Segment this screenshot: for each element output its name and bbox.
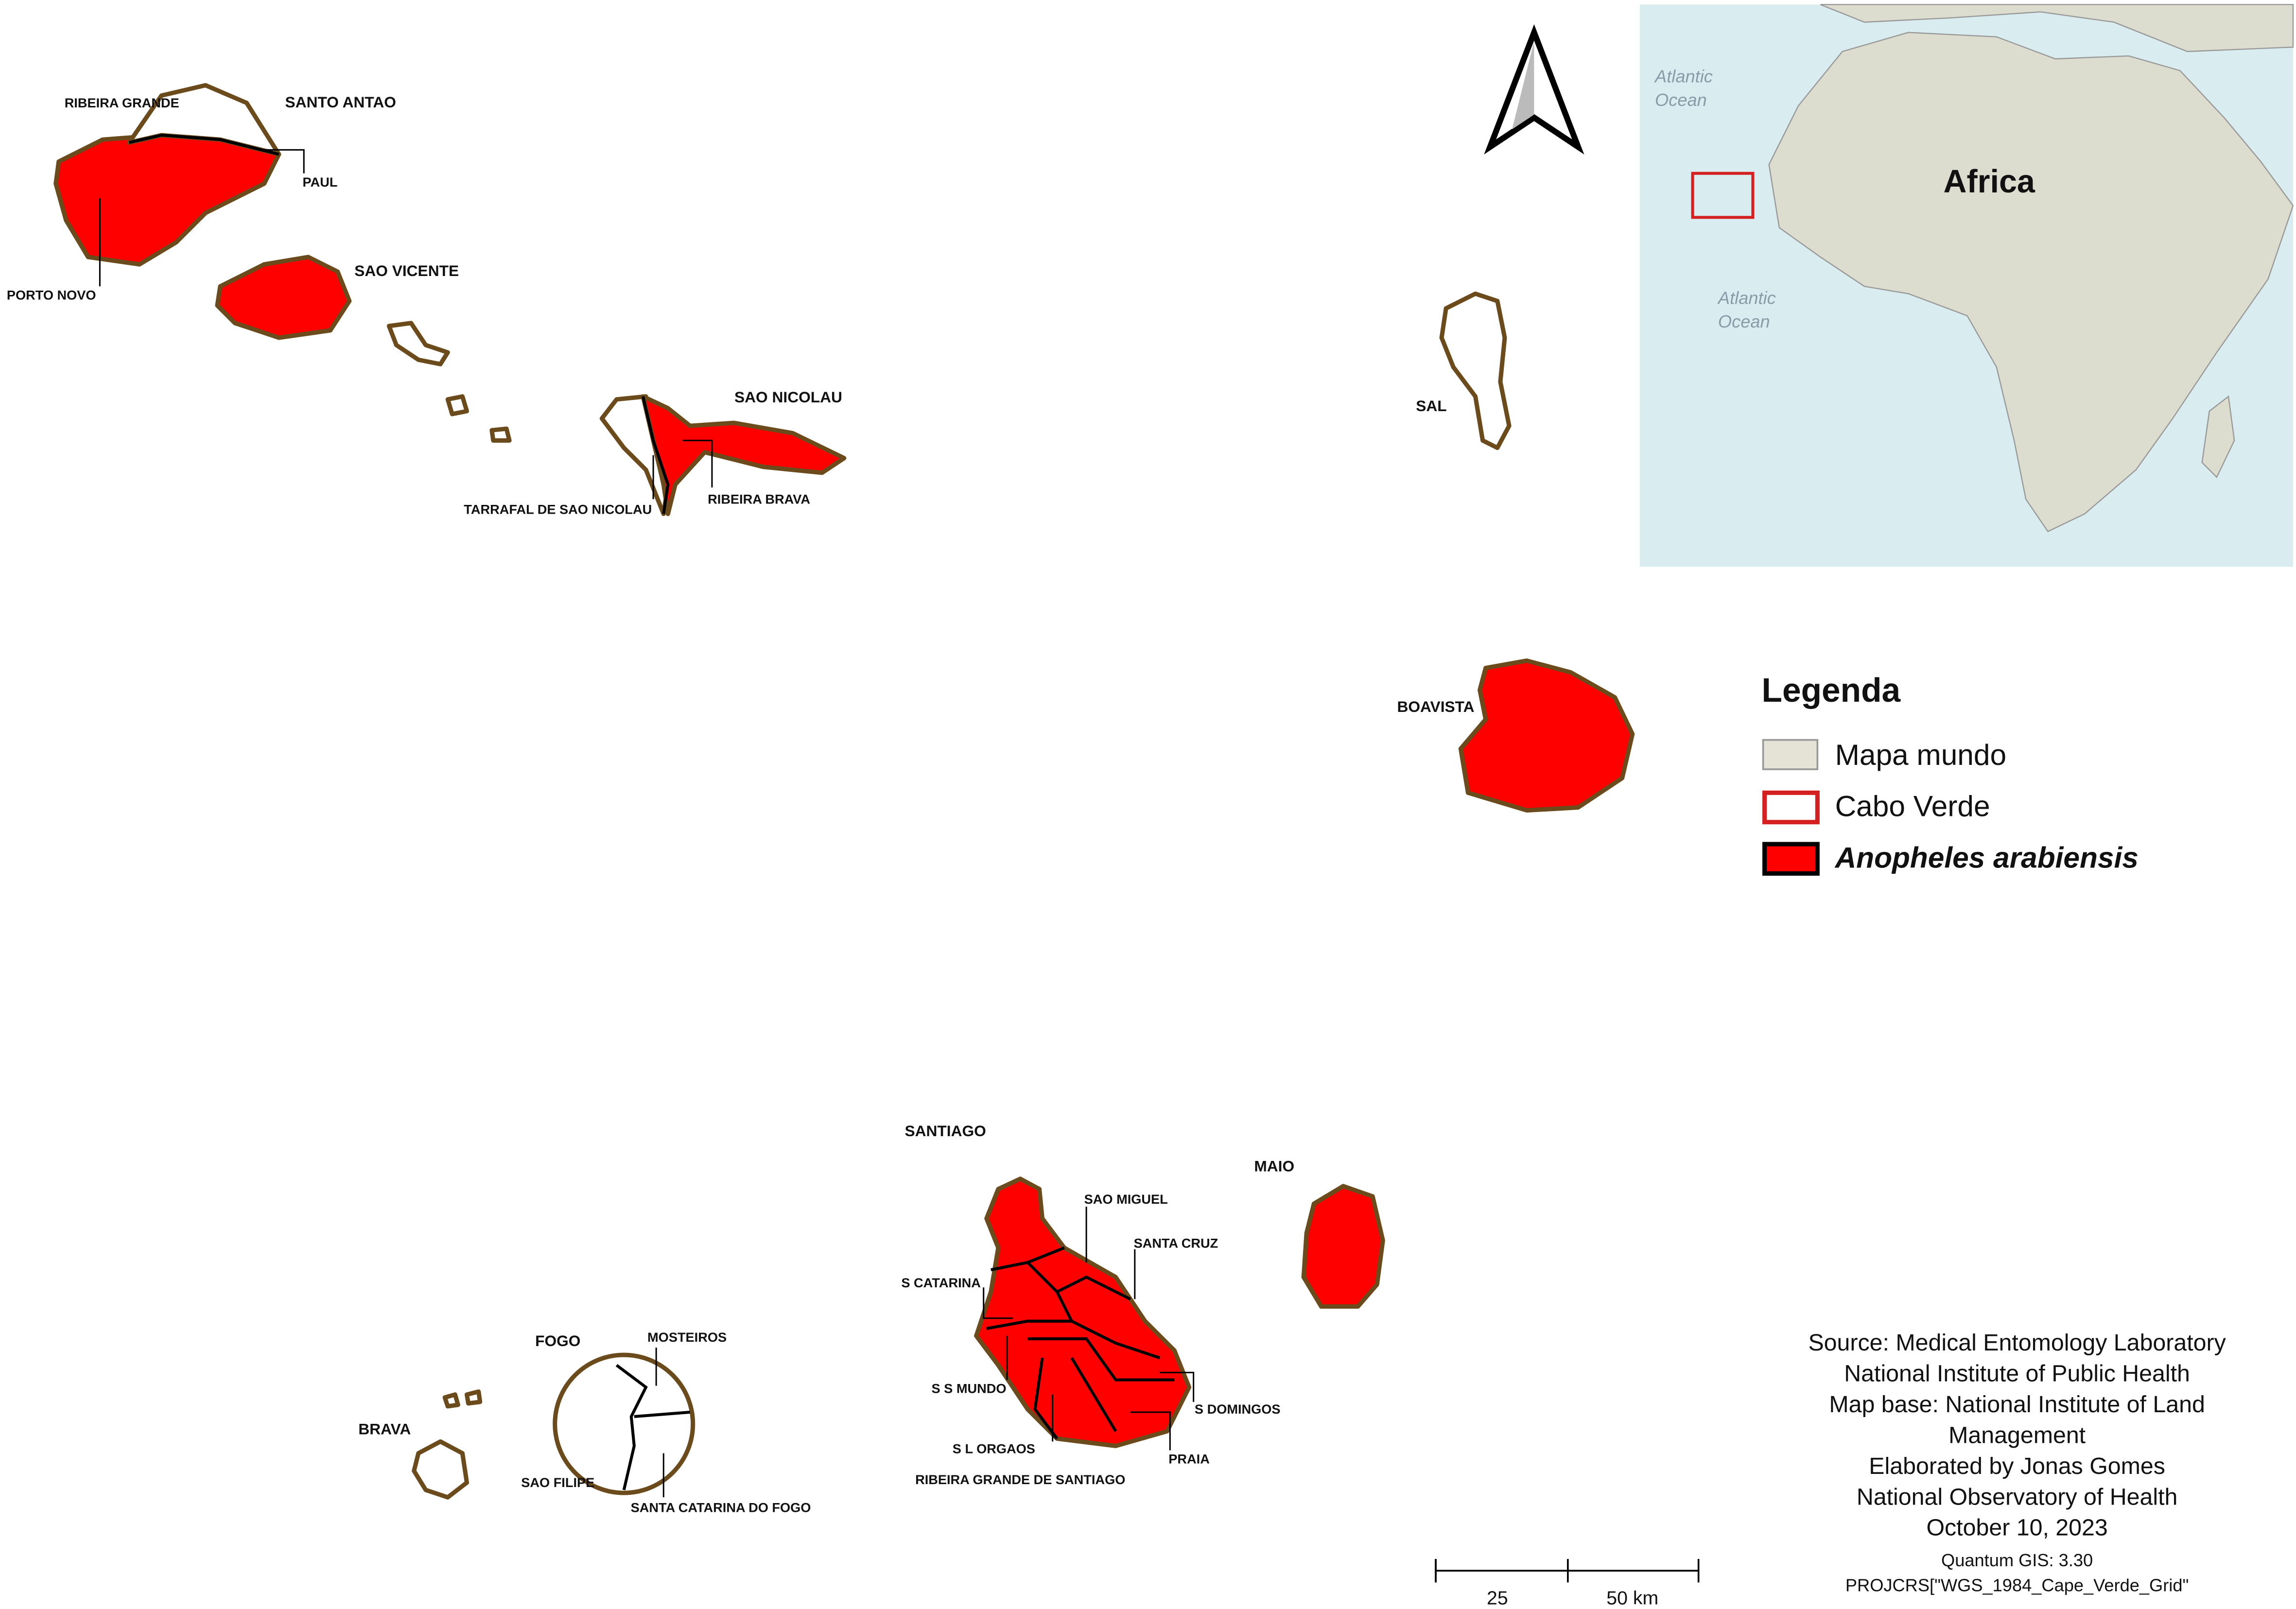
scale-label: 50 km [1606,1588,1658,1609]
island-label: SANTO ANTAO [285,93,396,111]
credit-line: National Observatory of Health [1857,1484,2178,1510]
ocean-label: Ocean [1655,90,1707,110]
legend-item: Mapa mundo [1835,738,2006,771]
municipality-label: PAUL [302,174,337,190]
municipality-label: S S MUNDO [932,1381,1007,1396]
island-label: BOAVISTA [1397,698,1474,715]
software-line: Quantum GIS: 3.30 [1941,1550,2093,1570]
maio [1301,1184,1385,1309]
boavista [1458,658,1635,813]
legend-item: Anopheles arabiensis [1834,841,2139,874]
municipality-label: S DOMINGOS [1195,1401,1281,1417]
north-arrow [1484,24,1584,155]
municipality-label: RIBEIRA GRANDE DE SANTIAGO [915,1472,1125,1487]
islet [464,1389,483,1406]
santa-luzia [386,321,450,366]
santo-antao [53,83,305,287]
islet [489,426,512,443]
legend-item: Cabo Verde [1835,790,1990,823]
sao-vicente [215,255,352,340]
municipality-label: SAO MIGUEL [1084,1192,1168,1207]
municipality-label: MOSTEIROS [647,1330,727,1345]
municipality-label: TARRAFAL DE SAO NICOLAU [464,502,652,517]
island-label: SAO NICOLAU [734,388,842,406]
municipality-label: RIBEIRA GRANDE [65,95,179,110]
municipality-label: SAO FILIPE [521,1475,594,1490]
santiago [974,1176,1195,1451]
credits: Source: Medical Entomology Laboratory Na… [1808,1330,2226,1595]
municipality-label: PRAIA [1168,1452,1210,1467]
municipality-label: SANTA CATARINA DO FOGO [631,1500,811,1515]
island-label: SAO VICENTE [354,262,459,279]
island-labels: SANTO ANTAO SAO VICENTE SAO NICOLAU SAL … [285,93,1475,1437]
scale-label: 25 [1487,1588,1508,1609]
islet [445,394,470,416]
legend: Legenda Mapa mundo Cabo Verde Anopheles … [1762,671,2139,876]
municipality-label: PORTO NOVO [7,287,96,302]
municipality-label: S L ORGAOS [953,1441,1035,1456]
island-label: BRAVA [358,1420,411,1437]
ocean-label: Atlantic [1654,66,1713,86]
scale-bar: 25 50 km [1435,1559,1700,1609]
islet [442,1392,460,1409]
fogo [553,1348,696,1498]
legend-title: Legenda [1762,671,1901,709]
island-label: FOGO [535,1332,580,1349]
sal [1439,291,1512,450]
continent-label: Africa [1944,164,2035,200]
ocean-label: Atlantic [1717,288,1776,308]
municipality-label: S CATARINA [901,1275,981,1290]
island-label: MAIO [1254,1158,1294,1175]
credit-line: Map base: National Institute of Land [1829,1391,2205,1418]
credit-line: Management [1948,1422,2086,1448]
credit-line: October 10, 2023 [1926,1515,2107,1541]
municipality-labels: RIBEIRA GRANDE PAUL PORTO NOVO TARRAFAL … [7,95,1281,1515]
island-label: SAL [1416,397,1446,415]
sao-nicolau [599,394,847,516]
island-label: SANTIAGO [905,1122,986,1140]
inset-map: Atlantic Ocean Atlantic Ocean Africa [1639,4,2294,567]
ocean-label: Ocean [1718,311,1770,331]
brava [412,1439,470,1500]
credit-line: National Institute of Public Health [1844,1361,2190,1387]
municipality-label: SANTA CRUZ [1134,1236,1218,1251]
credit-line: Source: Medical Entomology Laboratory [1808,1330,2226,1356]
municipality-label: RIBEIRA BRAVA [708,491,810,506]
software-line: PROJCRS["WGS_1984_Cape_Verde_Grid" [1845,1575,2189,1595]
credit-line: Elaborated by Jonas Gomes [1869,1453,2165,1479]
